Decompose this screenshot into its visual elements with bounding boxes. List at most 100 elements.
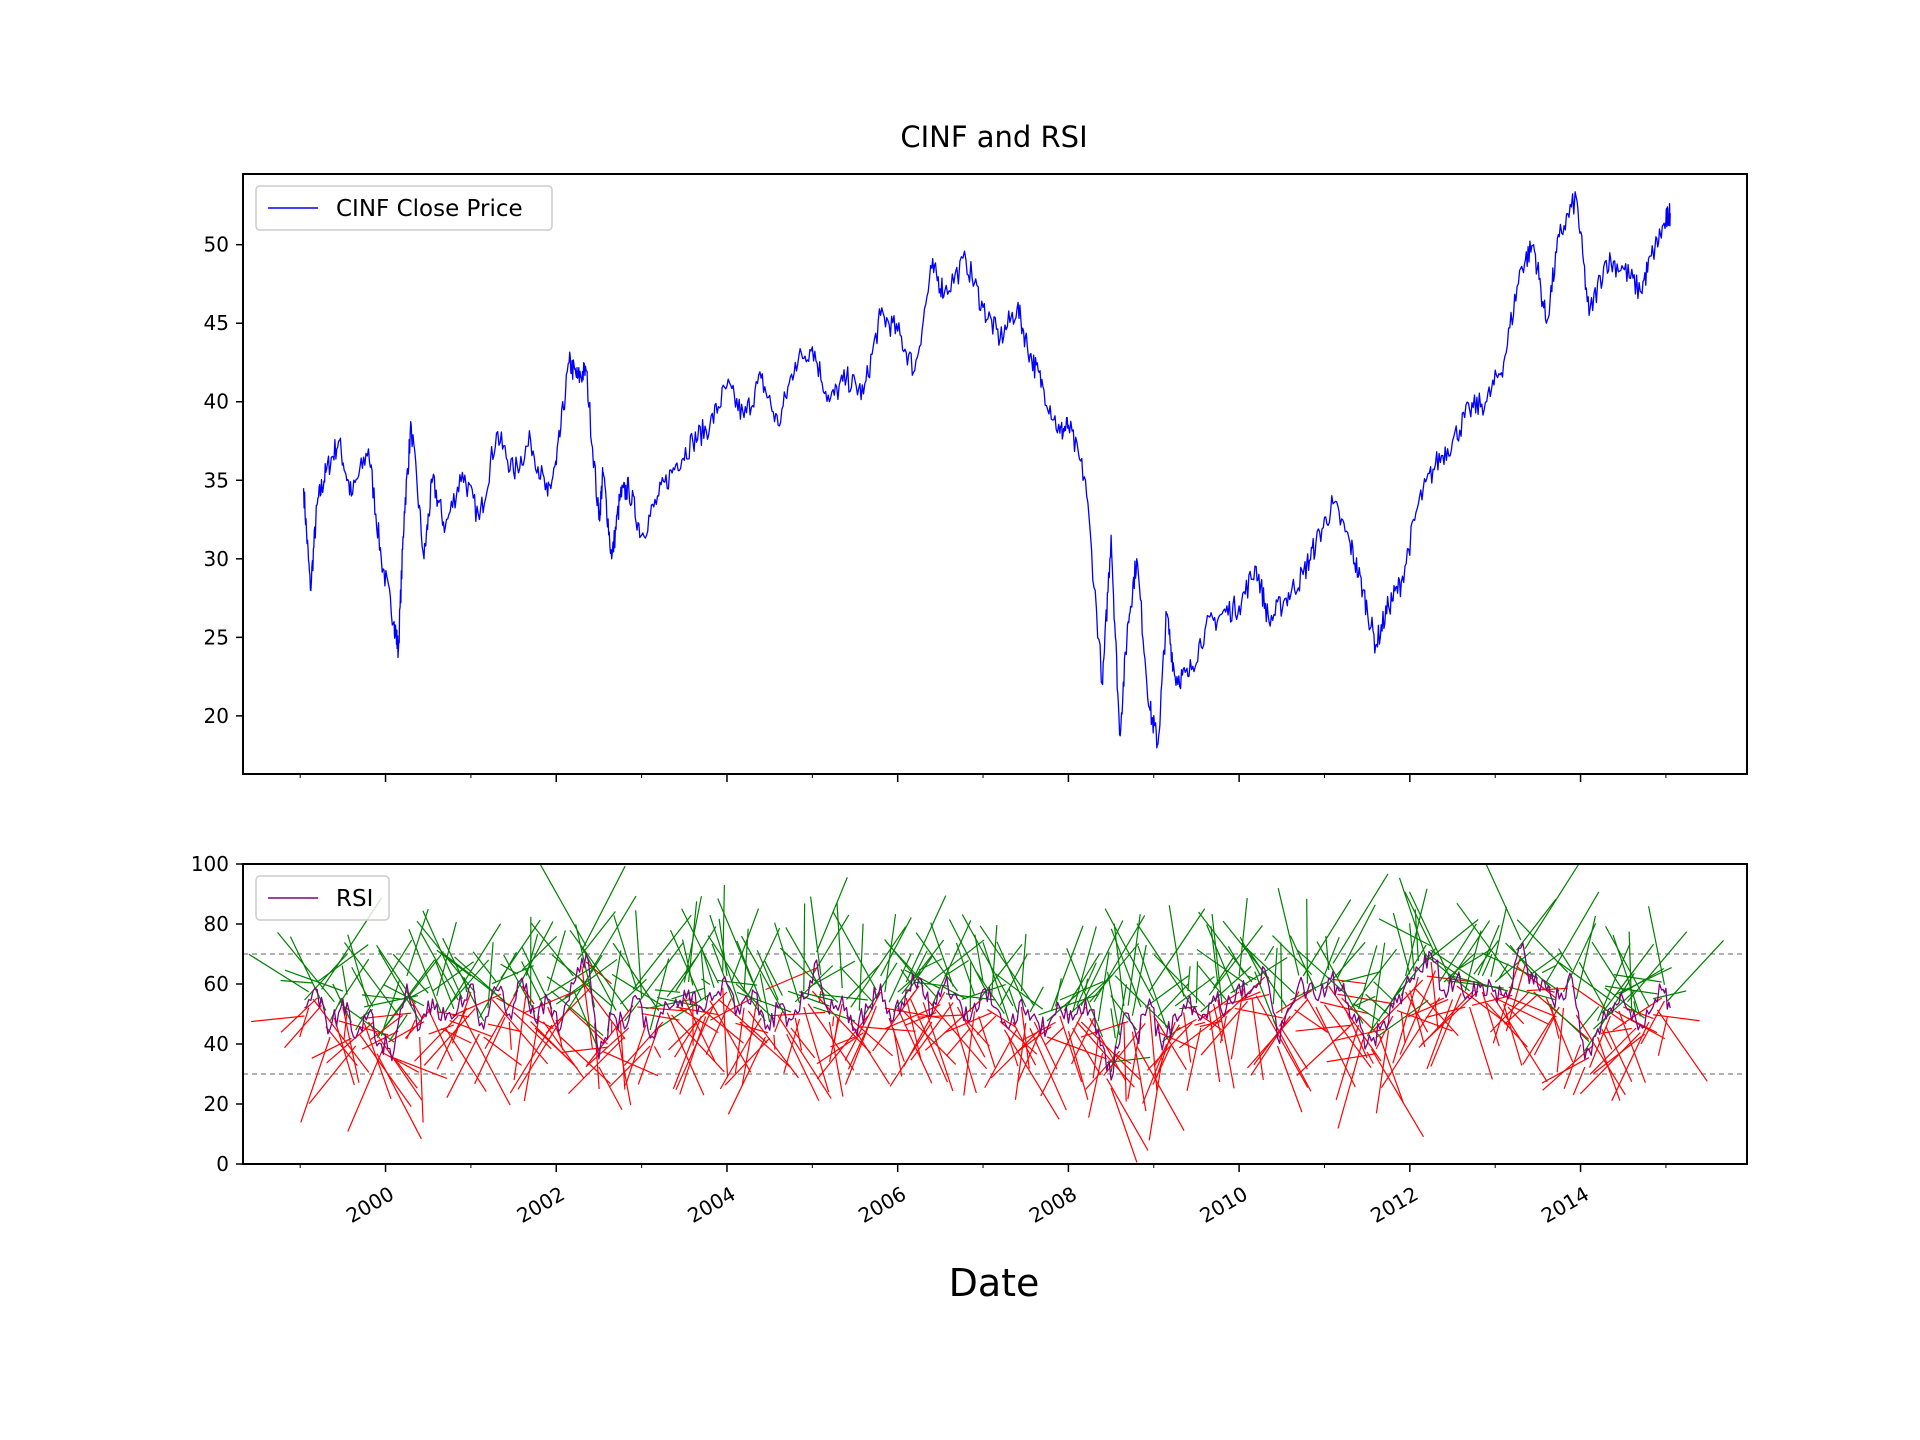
rsi-upper-signal-line (385, 951, 445, 1027)
rsi-lower-signal-line (884, 1004, 941, 1030)
rsi-lower-signal-line (560, 1036, 611, 1085)
rsi-upper-signal-line (434, 960, 455, 1010)
rsi-upper-signal-line (1349, 948, 1397, 1010)
x-axis-label: Date (949, 1261, 1040, 1305)
rsi-lower-signal-line (892, 1027, 903, 1077)
rsi-lower-signal-line (491, 999, 549, 1065)
chart-title: CINF and RSI (900, 120, 1087, 154)
rsi-legend: RSI (255, 875, 390, 921)
rsi-lower-signal-line (513, 991, 527, 1081)
rsi-upper-signal-line (1627, 931, 1688, 1003)
rsi-lower-signal-line (586, 1005, 634, 1066)
rsi-lower-signal-line (859, 1026, 916, 1032)
rsi-upper-signal-line (1633, 1001, 1637, 1013)
rsi-lower-signal-line (1337, 1039, 1364, 1129)
rsi-lower-signal-line (1420, 990, 1479, 1046)
rsi-upper-signal-line (836, 902, 843, 989)
rsi-lower-signal-line (674, 1021, 698, 1058)
rsi-upper-signal-line (1110, 1008, 1116, 1039)
rsi-lower-signal-line (679, 1016, 707, 1095)
rsi-lower-signal-line (393, 1057, 418, 1089)
rsi-upper-signal-line (1498, 963, 1509, 979)
rsi-upper-signal-line (1541, 964, 1557, 974)
rsi-lower-signal-line (388, 1021, 425, 1043)
rsi-upper-signal-line (1084, 978, 1089, 992)
rsi-lower-signal-line (1131, 1031, 1147, 1112)
rsi-upper-signal-line (1354, 995, 1376, 1007)
rsi-upper-signal-line (1592, 989, 1636, 1030)
rsi-lower-signal-line (1490, 992, 1548, 1083)
rsi-upper-signal-line (1280, 942, 1283, 1013)
rsi-upper-signal-line (905, 895, 947, 983)
rsi-lower-signal-line (844, 1005, 877, 1085)
rsi-upper-signal-line (884, 913, 897, 993)
rsi-upper-signal-line (1206, 924, 1236, 993)
rsi-lower-signal-line (1572, 1066, 1586, 1096)
rsi-upper-signal-line (589, 895, 637, 973)
price-legend-box (255, 185, 553, 231)
rsi-upper-signal-line (525, 934, 539, 976)
rsi-upper-signal-line (1508, 986, 1556, 1001)
rsi-upper-signal-line (1195, 961, 1199, 1004)
rsi-upper-signal-line (1264, 945, 1275, 962)
rsi-upper-signal-line (546, 976, 570, 993)
rsi-lower-signal-line (653, 1046, 662, 1058)
rsi-upper-signal-line (1277, 888, 1300, 976)
rsi-y-tick-label: 60 (204, 972, 229, 996)
rsi-lower-signal-line (389, 1055, 448, 1080)
rsi-lower-signal-line (672, 1015, 702, 1090)
rsi-upper-signal-line (927, 939, 985, 985)
rsi-upper-signal-line (1516, 919, 1569, 973)
rsi-lower-signal-line (978, 1016, 996, 1068)
rsi-upper-signal-line (1613, 974, 1662, 983)
rsi-lower-signal-line (1251, 997, 1264, 1080)
rsi-upper-signal-line (1558, 962, 1611, 1001)
rsi-upper-signal-line (1485, 864, 1522, 941)
rsi-upper-signal-line (803, 903, 806, 992)
rsi-lower-signal-line (1157, 1031, 1196, 1050)
rsi-lower-signal-line (1014, 1022, 1027, 1100)
rsi-lower-signal-line (1469, 1006, 1493, 1080)
rsi-upper-signal-line (740, 935, 788, 1019)
rsi-upper-signal-line (1325, 935, 1330, 971)
rsi-lower-signal-line (1186, 1027, 1202, 1091)
rsi-upper-signal-line (1373, 981, 1394, 1001)
price-legend: CINF Close Price (255, 185, 553, 231)
rsi-upper-signal-line (892, 956, 933, 1013)
rsi-upper-signal-line (961, 914, 1014, 1007)
rsi-upper-signal-line (472, 951, 497, 983)
rsi-upper-signal-line (1366, 987, 1402, 1037)
rsi-upper-signal-line (361, 994, 403, 1000)
rsi-lower-signal-line (1092, 1036, 1099, 1079)
price-y-tick-label: 40 (204, 390, 229, 414)
rsi-lower-signal-line (637, 1006, 687, 1012)
rsi-upper-signal-line (1409, 923, 1415, 972)
rsi-lower-signal-line (909, 998, 948, 1083)
price-y-tick-label: 45 (204, 311, 229, 335)
rsi-lower-signal-line (326, 1022, 374, 1064)
rsi-upper-signal-line (930, 922, 954, 987)
rsi-upper-signal-line (1666, 940, 1724, 1002)
rsi-upper-signal-line (839, 966, 873, 1002)
rsi-lower-signal-line (675, 1003, 715, 1091)
rsi-upper-signal-line (1383, 944, 1427, 1014)
rsi-upper-signal-line (1198, 911, 1253, 983)
rsi-upper-signal-line (1591, 941, 1624, 992)
rsi-upper-signal-line (1113, 923, 1125, 1007)
rsi-lower-signal-line (816, 1032, 864, 1065)
rsi-lower-signal-line (1409, 990, 1426, 1048)
rsi-upper-signal-line (1477, 924, 1500, 976)
rsi-lower-signal-line (602, 1051, 659, 1077)
rsi-upper-signal-line (1174, 976, 1215, 1007)
rsi-lower-signal-line (419, 1036, 424, 1123)
rsi-upper-signal-line (1050, 925, 1084, 1011)
rsi-lower-signal-line (577, 975, 626, 1040)
rsi-lower-signal-line (1489, 991, 1530, 1033)
rsi-lower-signal-line (1593, 1033, 1645, 1074)
rsi-lower-signal-line (1335, 1024, 1360, 1101)
rsi-lower-signal-line (765, 967, 817, 991)
rsi-lower-signal-line (668, 991, 728, 1051)
rsi-upper-signal-line (743, 928, 749, 992)
rsi-upper-signal-line (1647, 906, 1666, 986)
rsi-lower-signal-line (342, 1006, 360, 1083)
